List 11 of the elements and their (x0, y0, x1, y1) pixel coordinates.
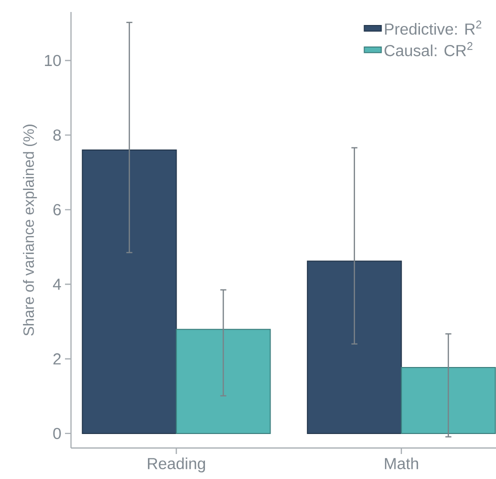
y-tick-label: 10 (44, 54, 61, 66)
y-tick-label: 4 (52, 278, 62, 290)
y-tick-label: 8 (53, 129, 61, 141)
y-axis-title: Share of variance explained (%) (22, 124, 37, 336)
y-tick-label: 2 (53, 353, 61, 364)
y-tick-label: 0 (53, 428, 61, 440)
x-tick-label: Math (384, 458, 418, 470)
legend-label: Causal: CR$^{2}$ (384, 42, 472, 56)
legend-label: Predictive: R$^{2}$ (385, 20, 482, 35)
y-tick-label: 6 (53, 204, 61, 216)
x-tick-label: Reading (148, 458, 205, 472)
